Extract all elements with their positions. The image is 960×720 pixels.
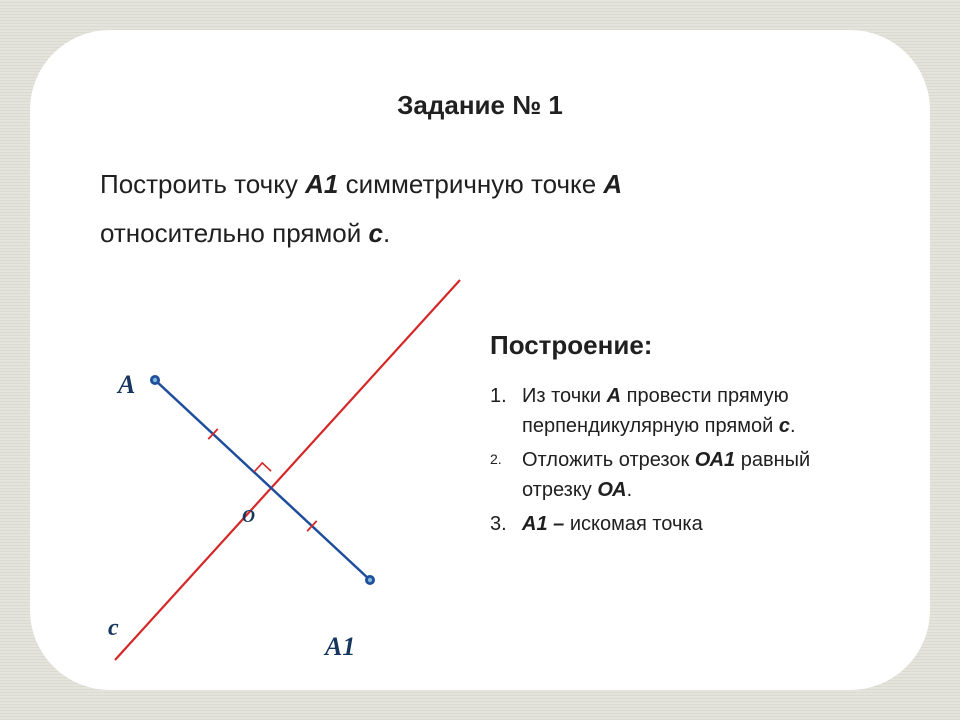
problem-statement: Построить точку А1 симметричную точке А … xyxy=(100,160,880,259)
step-number: 3. xyxy=(490,509,522,539)
step-body: А1 – искомая точка xyxy=(522,509,910,539)
step-row: 1.Из точки А провести прямуюперпендикуля… xyxy=(490,381,910,441)
diagram-label-c: с xyxy=(108,615,119,641)
step-body: Из точки А провести прямуюперпендикулярн… xyxy=(522,381,910,441)
problem-text: симметричную точке xyxy=(338,169,603,199)
heading-row: Задание № 1 xyxy=(30,90,930,121)
problem-text: . xyxy=(383,218,390,248)
diagram-label-A: А xyxy=(116,370,135,399)
step-body: Отложить отрезок ОА1 равный отрезку ОА. xyxy=(522,445,910,505)
problem-text: Построить точку xyxy=(100,169,305,199)
construction-steps: 1.Из точки А провести прямуюперпендикуля… xyxy=(490,381,910,539)
problem-c: с xyxy=(369,218,383,248)
diagram-label-O: О xyxy=(242,506,255,526)
problem-a1: А1 xyxy=(305,169,338,199)
step-number: 2. xyxy=(490,445,522,470)
problem-a: А xyxy=(603,169,622,199)
construction-heading: Построение: xyxy=(490,330,910,361)
geometry-diagram: А А1 с О xyxy=(70,260,490,680)
step-number: 1. xyxy=(490,381,522,411)
step-row: 3. А1 – искомая точка xyxy=(490,509,910,539)
problem-text: относительно прямой xyxy=(100,218,369,248)
page-background: Задание № 1 Построить точку А1 симметрич… xyxy=(0,0,960,720)
step-row: 2.Отложить отрезок ОА1 равный отрезку ОА… xyxy=(490,445,910,505)
construction-column: Построение: 1.Из точки А провести прямую… xyxy=(490,330,910,543)
page-title: Задание № 1 xyxy=(397,90,563,120)
diagram-label-A1: А1 xyxy=(323,632,355,661)
content-card: Задание № 1 Построить точку А1 симметрич… xyxy=(30,30,930,690)
